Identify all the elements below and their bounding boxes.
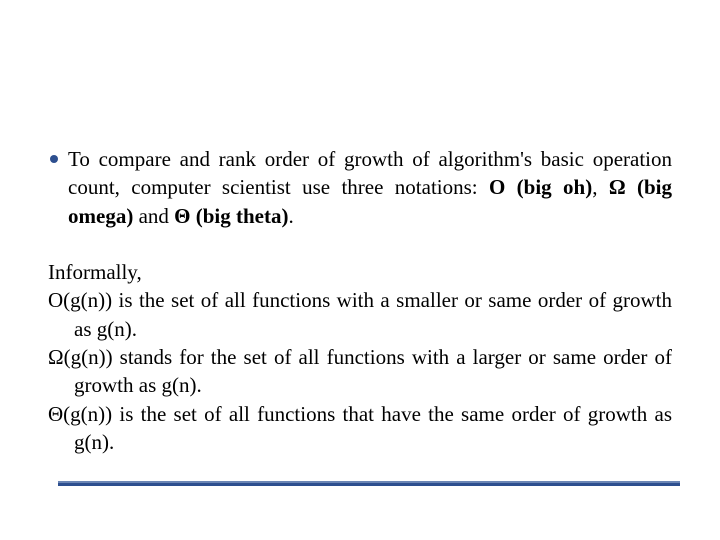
informal-heading: Informally,: [48, 258, 672, 286]
slide-content: To compare and rank order of growth of a…: [0, 0, 720, 456]
bullet-post: .: [288, 204, 293, 228]
sep2: and: [133, 204, 174, 228]
sep1: ,: [592, 175, 609, 199]
bullet-item: To compare and rank order of growth of a…: [48, 145, 672, 230]
bullet-text: To compare and rank order of growth of a…: [68, 145, 672, 230]
big-theta-definition: Θ(g(n)) is the set of all functions that…: [48, 400, 672, 457]
big-omega-definition: Ω(g(n)) stands for the set of all functi…: [48, 343, 672, 400]
notation-big-oh: O (big oh): [489, 175, 592, 199]
footer-divider: [58, 481, 680, 486]
divider-bottom-line: [58, 483, 680, 486]
notation-big-theta: Θ (big theta): [174, 204, 288, 228]
big-oh-definition: O(g(n)) is the set of all functions with…: [48, 286, 672, 343]
bullet-dot-icon: [50, 155, 58, 163]
informal-block: Informally, O(g(n)) is the set of all fu…: [48, 258, 672, 456]
